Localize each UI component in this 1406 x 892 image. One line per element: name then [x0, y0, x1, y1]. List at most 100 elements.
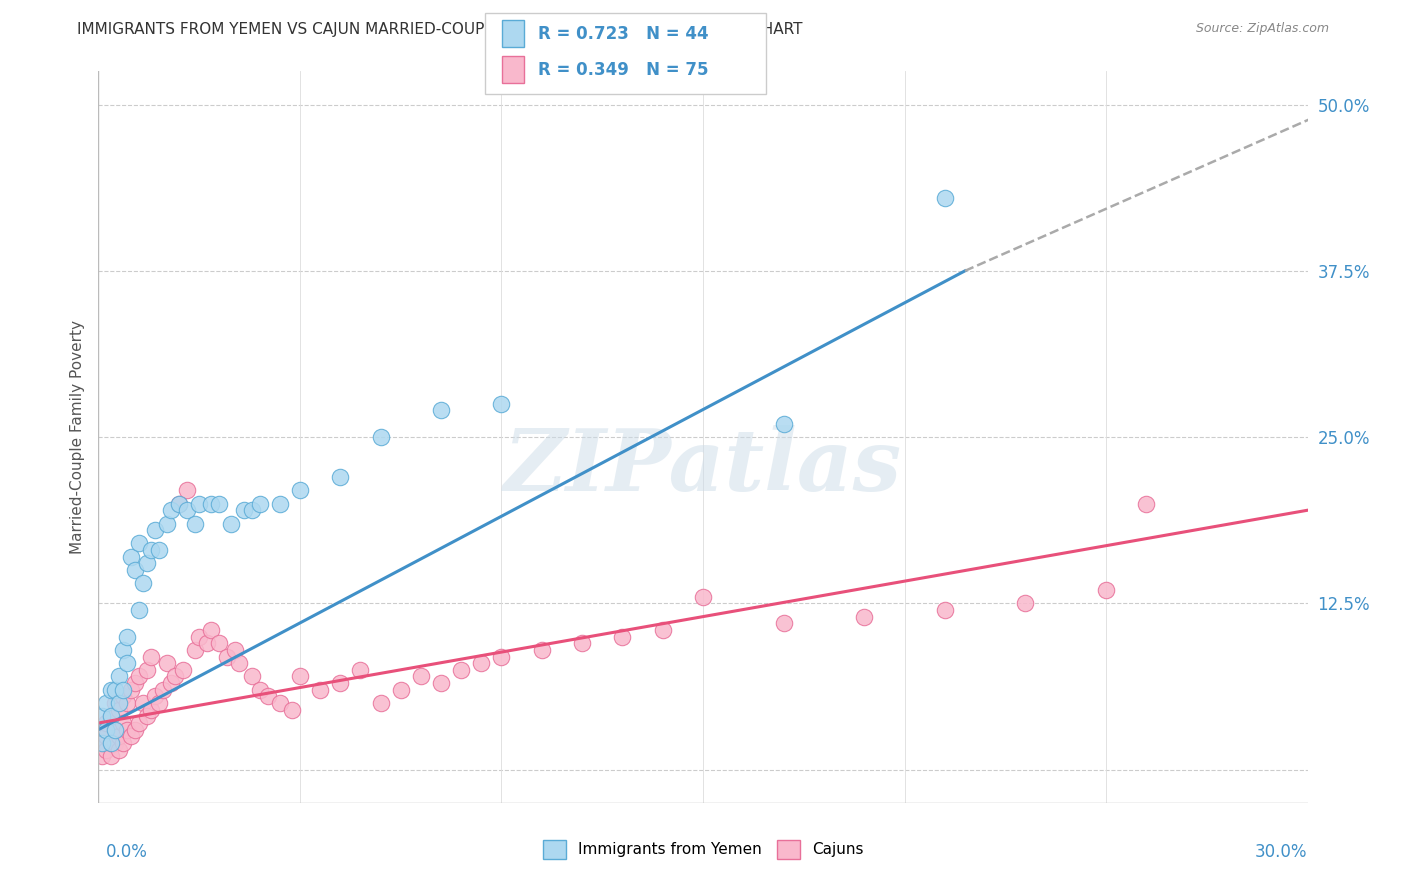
Point [96, 696, 118, 710]
Point [224, 643, 246, 657]
Point [349, 663, 371, 677]
Point [612, 630, 634, 644]
Text: R = 0.723   N = 44: R = 0.723 N = 44 [538, 25, 709, 43]
Text: IMMIGRANTS FROM YEMEN VS CAJUN MARRIED-COUPLE FAMILY POVERTY CORRELATION CHART: IMMIGRANTS FROM YEMEN VS CAJUN MARRIED-C… [77, 22, 803, 37]
Point [103, 696, 125, 710]
Point [107, 742, 129, 756]
Point [107, 703, 129, 717]
Point [103, 723, 125, 737]
Point [128, 536, 150, 550]
Point [115, 630, 138, 644]
Text: Source: ZipAtlas.com: Source: ZipAtlas.com [1195, 22, 1329, 36]
Point [100, 709, 122, 723]
Point [111, 716, 134, 731]
Point [148, 696, 170, 710]
Point [934, 191, 956, 205]
Point [240, 503, 263, 517]
Point [232, 503, 254, 517]
Point [172, 663, 194, 677]
Text: R = 0.349   N = 75: R = 0.349 N = 75 [538, 61, 709, 78]
Point [100, 709, 122, 723]
Point [256, 690, 278, 704]
Point [100, 736, 122, 750]
Point [124, 563, 146, 577]
Point [128, 603, 150, 617]
Point [107, 729, 129, 743]
Point [160, 676, 183, 690]
Point [217, 649, 239, 664]
Point [1135, 497, 1157, 511]
Point [152, 682, 174, 697]
Point [491, 649, 513, 664]
Point [370, 430, 392, 444]
Point [111, 643, 134, 657]
Point [135, 709, 157, 723]
Point [107, 696, 129, 710]
Point [772, 417, 794, 431]
Point [91, 709, 114, 723]
Point [281, 703, 304, 717]
Point [120, 729, 142, 743]
Point [853, 609, 876, 624]
Point [156, 656, 179, 670]
Point [124, 676, 146, 690]
Point [269, 696, 291, 710]
Point [120, 682, 142, 697]
Point [200, 623, 222, 637]
Point [163, 669, 186, 683]
Point [288, 483, 311, 498]
Point [430, 403, 453, 417]
Point [309, 682, 332, 697]
Point [111, 682, 134, 697]
Point [184, 516, 207, 531]
Point [103, 723, 125, 737]
Point [772, 616, 794, 631]
Point [530, 643, 553, 657]
Point [148, 543, 170, 558]
Point [167, 497, 190, 511]
Point [132, 576, 155, 591]
Text: 30.0%: 30.0% [1256, 843, 1308, 861]
Point [100, 736, 122, 750]
Point [115, 656, 138, 670]
Point [124, 723, 146, 737]
Point [135, 557, 157, 571]
Point [96, 716, 118, 731]
Point [288, 669, 311, 683]
Text: 0.0%: 0.0% [105, 843, 148, 861]
Point [195, 636, 218, 650]
Point [240, 669, 263, 683]
Point [389, 682, 412, 697]
Point [91, 736, 114, 750]
Point [103, 736, 125, 750]
Point [132, 696, 155, 710]
Point [167, 497, 190, 511]
Point [370, 696, 392, 710]
Point [143, 690, 166, 704]
Point [156, 516, 179, 531]
Point [450, 663, 472, 677]
Point [128, 669, 150, 683]
Point [249, 497, 271, 511]
Point [184, 643, 207, 657]
Point [409, 669, 432, 683]
Point [228, 656, 250, 670]
Point [221, 516, 243, 531]
Point [692, 590, 714, 604]
Point [430, 676, 453, 690]
Point [96, 729, 118, 743]
Point [491, 397, 513, 411]
Point [96, 723, 118, 737]
Point [135, 663, 157, 677]
Point [139, 543, 162, 558]
Point [188, 497, 211, 511]
Point [100, 749, 122, 764]
Point [96, 742, 118, 756]
Point [128, 716, 150, 731]
Point [208, 636, 231, 650]
Point [176, 503, 198, 517]
Point [91, 736, 114, 750]
Point [208, 497, 231, 511]
Point [571, 636, 593, 650]
Point [934, 603, 956, 617]
